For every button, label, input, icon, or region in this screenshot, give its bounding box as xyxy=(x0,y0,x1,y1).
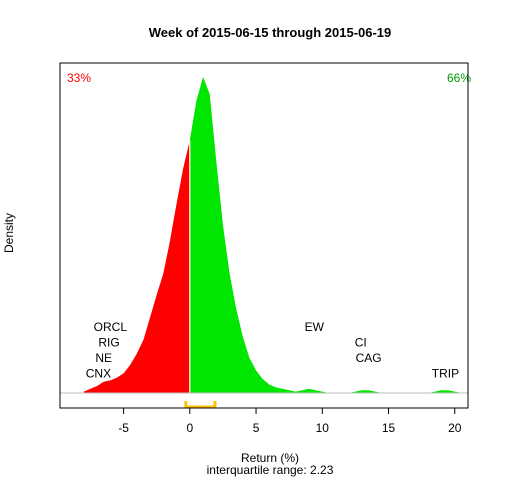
iqr-subtitle: interquartile range: 2.23 xyxy=(207,463,334,477)
ticker-label: ORCL xyxy=(94,320,128,334)
positive-density-area xyxy=(189,77,462,393)
ticker-label: CNX xyxy=(86,367,111,381)
x-axis-label: Return (%) xyxy=(241,451,299,465)
pct-positive-label: 66% xyxy=(447,71,471,85)
x-tick-label: 0 xyxy=(186,421,193,435)
negative-density-area xyxy=(83,140,190,393)
chart-title: Week of 2015-06-15 through 2015-06-19 xyxy=(149,25,392,40)
density-areas xyxy=(83,77,462,393)
x-tick-label: 15 xyxy=(382,421,396,435)
x-tick-label: -5 xyxy=(118,421,129,435)
x-tick-label: 10 xyxy=(316,421,330,435)
x-tick-label: 5 xyxy=(253,421,260,435)
ticker-label: NE xyxy=(95,351,112,365)
ticker-label: RIG xyxy=(98,336,119,350)
ticker-label: EW xyxy=(305,320,325,334)
x-tick-label: 20 xyxy=(448,421,462,435)
ticker-label: TRIP xyxy=(432,367,459,381)
iqr-bracket xyxy=(184,401,217,409)
ticker-label: CI xyxy=(355,336,367,350)
x-axis: -5 0 5 10 15 20 xyxy=(118,408,462,435)
pct-negative-label: 33% xyxy=(67,71,91,85)
y-axis-label: Density xyxy=(2,213,16,253)
ticker-label: CAG xyxy=(356,351,382,365)
plot-frame xyxy=(59,62,469,409)
